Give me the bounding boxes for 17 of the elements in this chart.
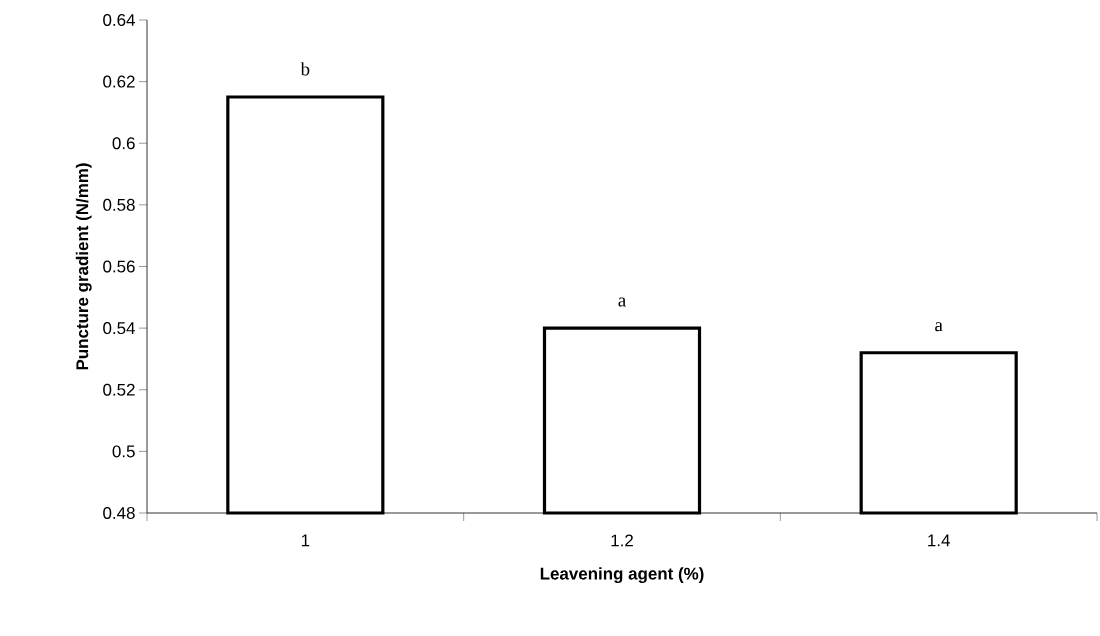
- y-tick-label: 0.64: [103, 13, 135, 26]
- x-tick-label: 1.2: [611, 534, 633, 547]
- x-tick-label: 1.4: [928, 534, 950, 547]
- x-axis-title: Leavening agent (%): [540, 567, 704, 584]
- y-tick-label: 0.58: [103, 198, 135, 211]
- y-tick-label: 0.6: [112, 137, 135, 150]
- y-tick-label: 0.5: [112, 445, 135, 458]
- y-axis-title: Puncture gradient (N/mm): [75, 163, 92, 370]
- y-tick-label: 0.62: [103, 75, 135, 88]
- annotation: a: [618, 297, 626, 307]
- annotation: b: [300, 62, 310, 76]
- x-tick-label: 1: [301, 534, 310, 547]
- y-tick-label: 0.52: [103, 383, 135, 396]
- y-tick-label: 0.56: [103, 260, 135, 273]
- annotation: a: [935, 322, 943, 332]
- y-tick-label: 0.54: [103, 322, 135, 335]
- y-tick-label: 0.48: [103, 507, 135, 519]
